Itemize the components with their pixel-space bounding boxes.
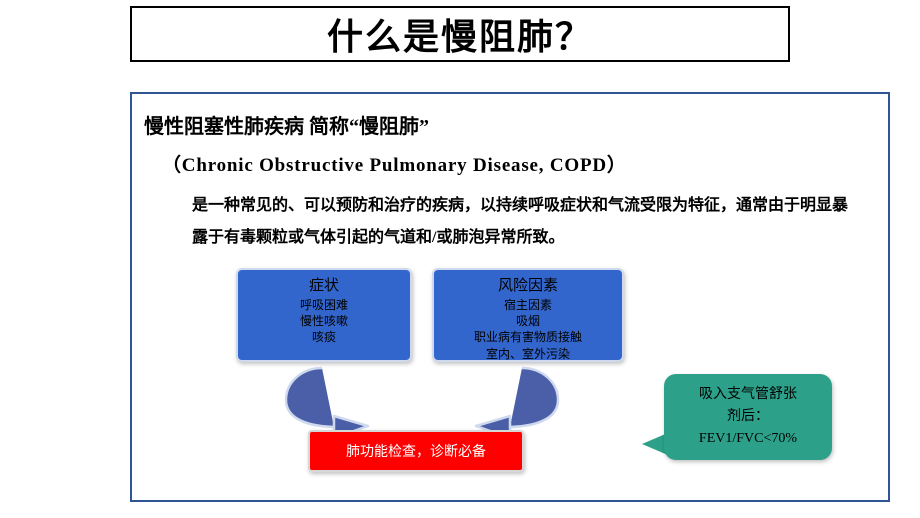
chinese-name: 慢性阻塞性肺疾病 简称“慢阻肺” (144, 110, 429, 139)
symptoms-item: 咳痰 (238, 329, 410, 345)
title-box: 什么是慢阻肺？ (130, 6, 790, 62)
callout-criteria: FEV1/FVC<70% (699, 431, 797, 446)
callout-line1: 吸入支气管舒张 (699, 387, 797, 402)
callout-line2: 剂后： (727, 409, 769, 424)
page-title: 什么是慢阻肺？ (327, 8, 593, 60)
risk-item: 职业病有害物质接触 (434, 329, 622, 345)
risk-item: 室内、室外污染 (434, 346, 622, 362)
symptoms-title: 症状 (238, 274, 410, 295)
risk-factors-box: 风险因素 宿主因素 吸烟 职业病有害物质接触 室内、室外污染 (432, 268, 624, 362)
symptoms-item: 呼吸困难 (238, 297, 410, 313)
risk-title: 风险因素 (434, 274, 622, 295)
converging-arrows-icon (272, 364, 572, 434)
risk-item: 吸烟 (434, 313, 622, 329)
risk-item: 宿主因素 (434, 297, 622, 313)
symptoms-item: 慢性咳嗽 (238, 313, 410, 329)
test-label: 肺功能检查，诊断必备 (346, 441, 486, 461)
lung-function-test-box: 肺功能检查，诊断必备 (308, 430, 524, 472)
symptoms-box: 症状 呼吸困难 慢性咳嗽 咳痰 (236, 268, 412, 362)
content-frame: 慢性阻塞性肺疾病 简称“慢阻肺” （Chronic Obstructive Pu… (130, 92, 890, 502)
criteria-callout: 吸入支气管舒张 剂后： FEV1/FVC<70% (664, 374, 832, 460)
english-name: （Chronic Obstructive Pulmonary Disease, … (162, 150, 627, 177)
description: 是一种常见的、可以预防和治疗的疾病，以持续呼吸症状和气流受限为特征，通常由于明显… (192, 190, 852, 254)
